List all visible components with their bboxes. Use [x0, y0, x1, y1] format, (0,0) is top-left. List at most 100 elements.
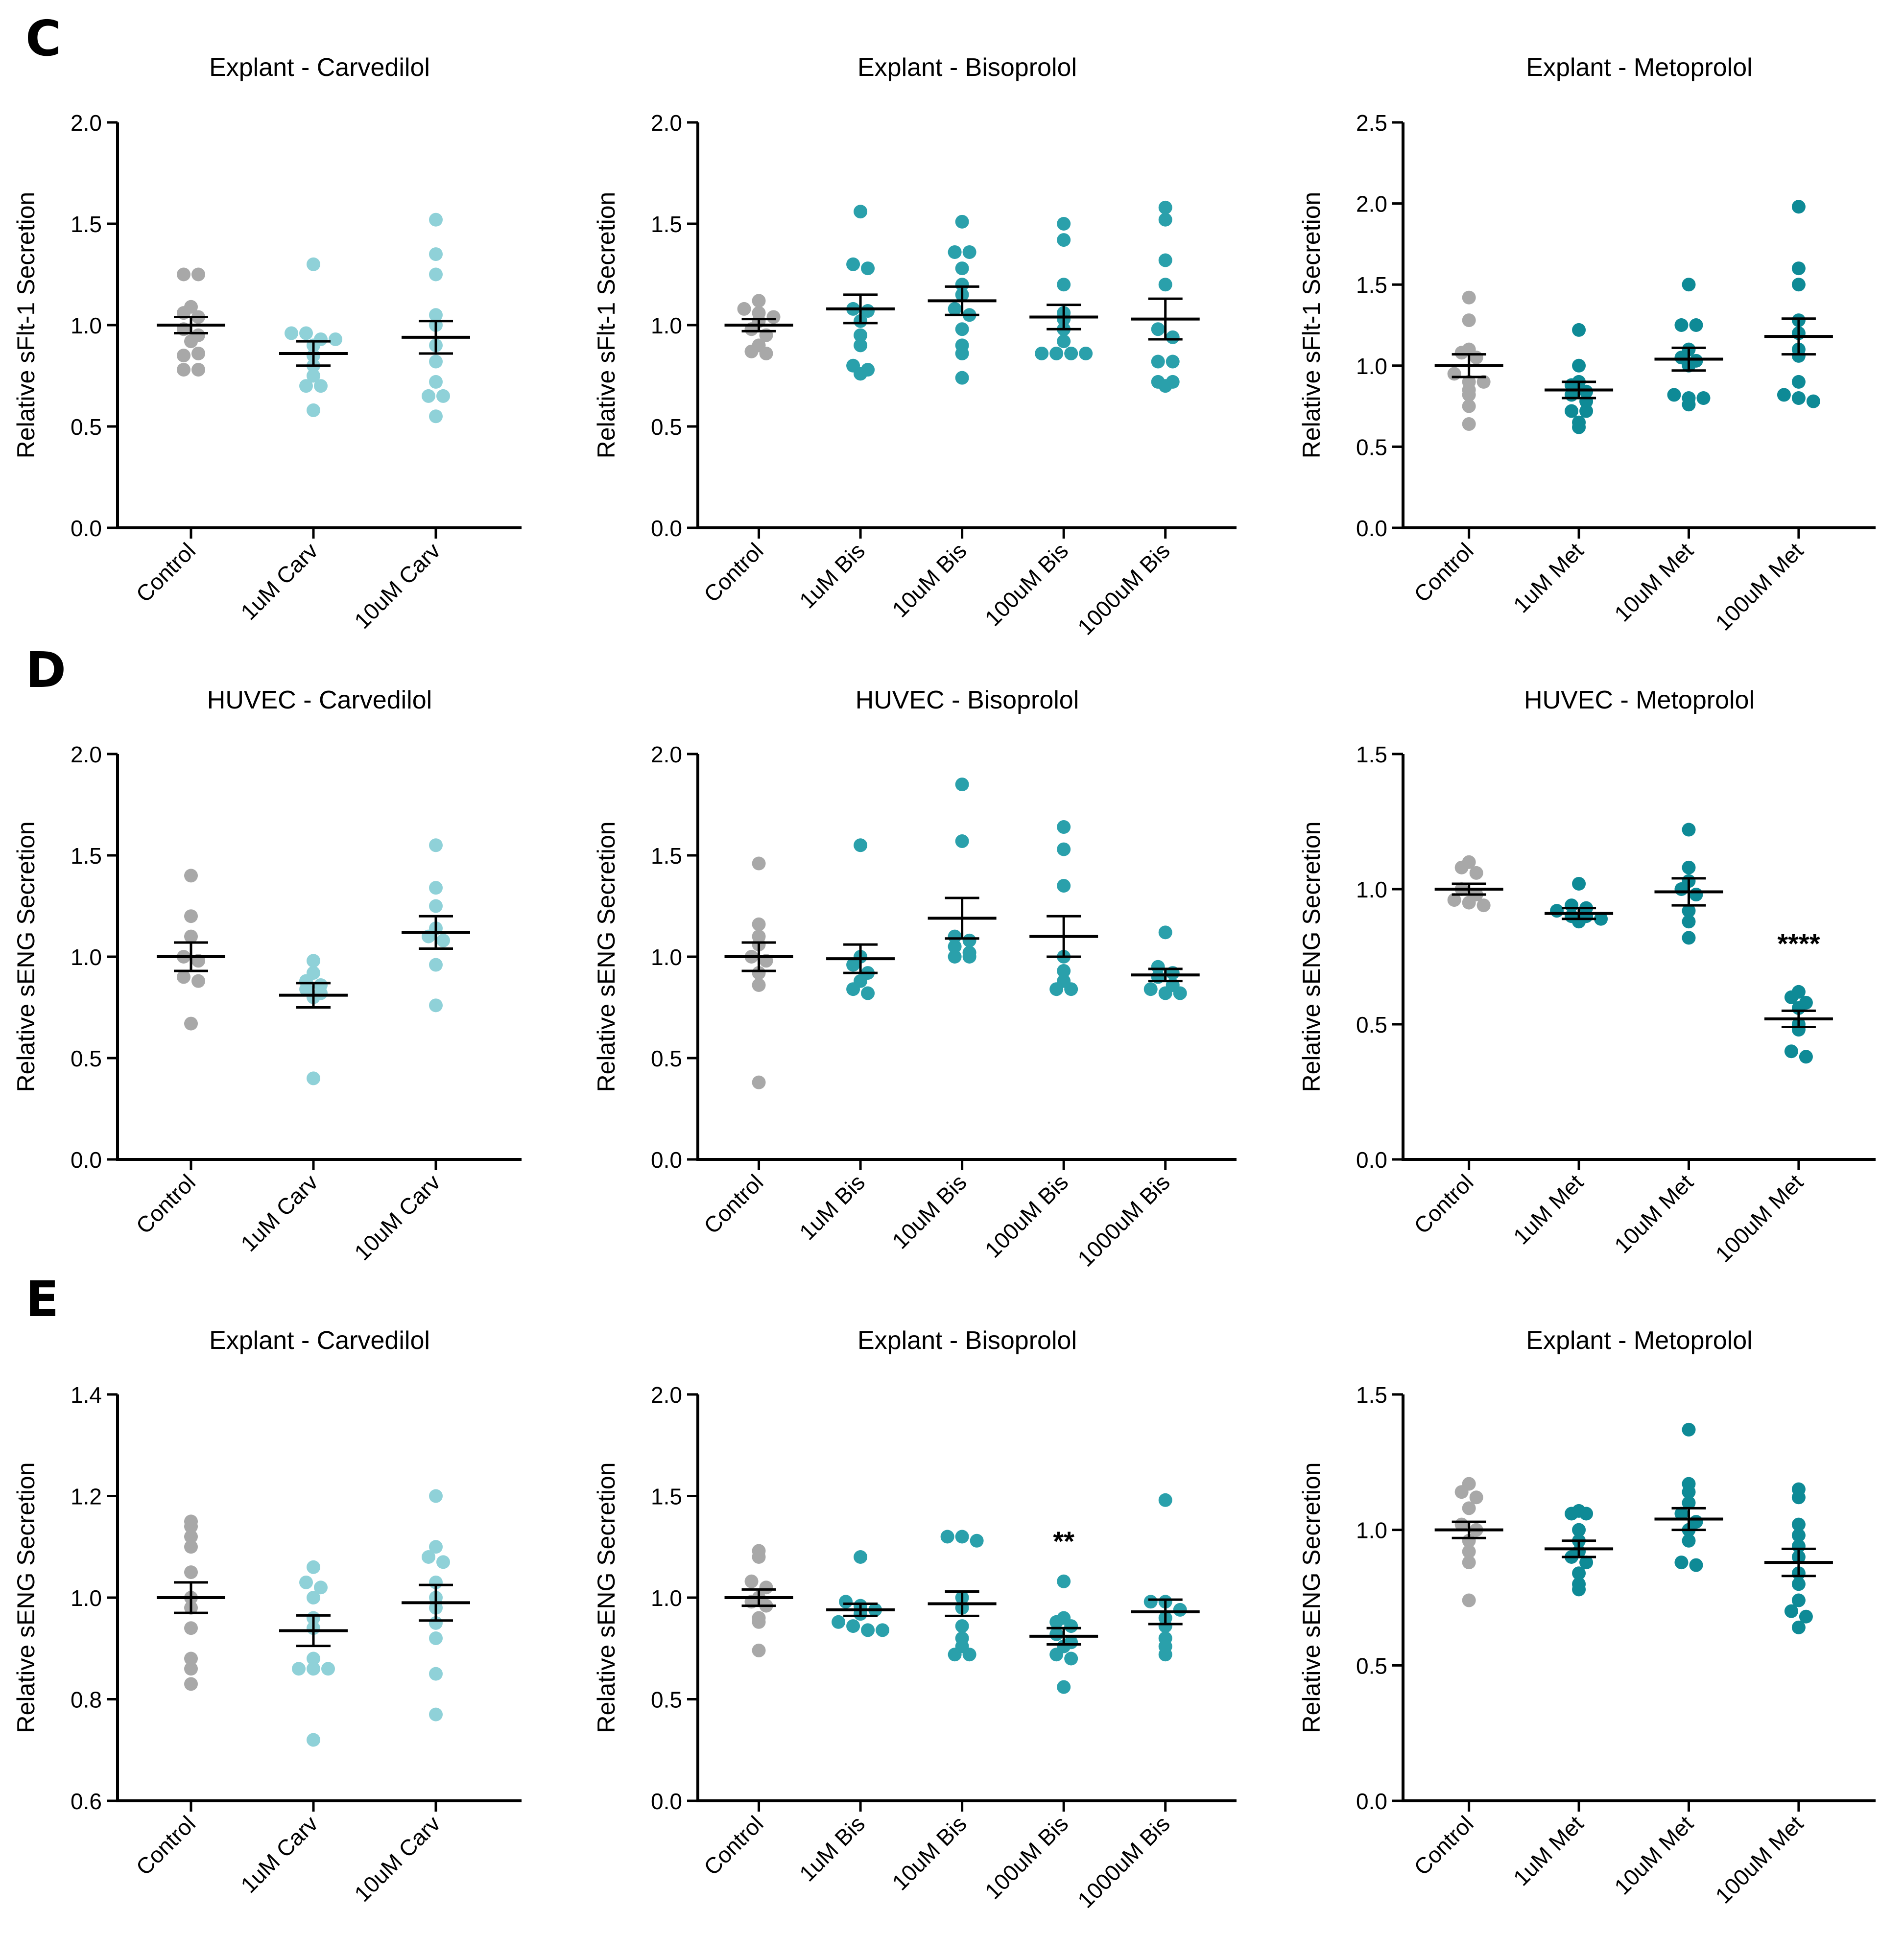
data-point	[1158, 986, 1172, 1000]
data-point	[955, 834, 969, 849]
x-tick-label: 1uM Carv	[236, 538, 323, 625]
data-point	[1572, 420, 1586, 434]
data-point	[854, 838, 868, 852]
data-point	[1572, 876, 1586, 891]
data-point	[759, 346, 773, 360]
y-tick-label: 0.6	[71, 1789, 102, 1814]
data-point	[854, 205, 868, 219]
data-point	[307, 1591, 320, 1604]
data-point	[1158, 1648, 1172, 1662]
x-tick-label: 10uM Met	[1609, 1811, 1698, 1900]
chart-6: HUVEC - Metoprolol 0.0 0.5 1.0 1.5 Relative s…	[1298, 686, 1876, 1267]
data-point	[1447, 893, 1461, 907]
chart-3: Explant - Metoprolol 0.0 0.5 1.0 1.5 2.0 2.5 Re…	[1298, 53, 1876, 636]
data-point	[876, 1623, 890, 1637]
data-point	[1049, 1627, 1064, 1641]
data-point	[752, 1550, 766, 1564]
x-tick-label: 1uM Carv	[236, 1169, 323, 1256]
data-point	[184, 869, 198, 883]
data-point	[861, 986, 875, 1000]
data-point	[1469, 351, 1483, 365]
data-point	[429, 409, 443, 424]
data-point	[1462, 388, 1476, 402]
x-tick-label: 1uM Bis	[794, 1811, 870, 1886]
data-point	[429, 899, 443, 913]
data-point	[1454, 346, 1469, 360]
data-point	[1049, 346, 1064, 360]
data-point	[177, 363, 190, 377]
x-tick-label: 10uM Carv	[349, 1811, 445, 1907]
data-point	[1682, 915, 1696, 929]
y-tick-label: 2.5	[1356, 110, 1387, 136]
data-point	[955, 346, 969, 360]
data-point	[307, 1560, 320, 1574]
data-point	[1579, 1507, 1594, 1521]
data-point	[1572, 358, 1586, 373]
data-point	[1791, 1490, 1806, 1505]
data-point	[1057, 278, 1071, 292]
data-point	[861, 261, 875, 276]
chart-title: HUVEC - Bisoprolol	[856, 686, 1079, 714]
data-point	[307, 1662, 320, 1676]
data-point	[184, 334, 198, 349]
data-point	[299, 326, 313, 340]
y-tick-label: 1.0	[651, 313, 682, 338]
y-tick-label: 1.0	[651, 944, 682, 970]
data-point	[429, 308, 443, 322]
y-tick-label: 1.0	[1356, 1518, 1387, 1543]
data-point	[299, 1575, 313, 1589]
data-point	[1158, 379, 1172, 393]
data-point	[1462, 1556, 1476, 1570]
x-tick-label: 10uM Met	[1609, 538, 1698, 627]
data-point	[429, 212, 443, 227]
data-point	[1057, 964, 1071, 978]
data-point	[1447, 367, 1461, 381]
data-point	[1158, 278, 1172, 292]
y-axis-label: Relative sFlt-1 Secretion	[1298, 192, 1325, 459]
y-tick-label: 1.0	[71, 313, 102, 338]
data-point	[854, 338, 868, 353]
data-point	[1151, 960, 1165, 974]
data-point	[292, 1662, 306, 1676]
data-point	[1682, 931, 1696, 945]
x-tick-label: Control	[131, 1811, 200, 1880]
data-point	[752, 294, 766, 308]
data-point	[846, 958, 860, 972]
y-tick-label: 0.5	[651, 1687, 682, 1713]
data-point	[832, 1615, 846, 1629]
data-point	[429, 1707, 443, 1722]
data-point	[1057, 1680, 1071, 1694]
data-point	[962, 933, 976, 947]
data-point	[429, 958, 443, 972]
data-point	[970, 1533, 984, 1548]
data-point	[1462, 896, 1476, 910]
x-tick-label: 100uM Met	[1710, 1169, 1808, 1267]
chart-title: Explant - Carvedilol	[209, 53, 430, 82]
data-point	[191, 346, 205, 360]
data-point	[1791, 1528, 1806, 1542]
y-tick-label: 2.0	[71, 742, 102, 767]
data-point	[1158, 925, 1172, 940]
chart-1: Explant - Carvedilol 0.0 0.5 1.0 1.5 2.0 Relat…	[12, 53, 522, 634]
data-point	[1035, 346, 1049, 360]
data-point	[1791, 349, 1806, 363]
panel-label-c: C	[25, 10, 62, 67]
data-point	[184, 1016, 198, 1031]
data-point	[329, 332, 342, 346]
y-tick-label: 0.0	[1356, 516, 1387, 541]
y-tick-label: 0.5	[1356, 1653, 1387, 1678]
chart-title: Explant - Carvedilol	[209, 1326, 430, 1355]
x-tick-label: 1uM Met	[1508, 538, 1588, 617]
data-point	[1806, 394, 1820, 408]
y-tick-label: 1.0	[651, 1585, 682, 1611]
data-point	[839, 1595, 853, 1609]
chart-2: Explant - Bisoprolol 0.0 0.5 1.0 1.5 2.0 Relat…	[593, 53, 1237, 640]
data-point	[744, 344, 759, 358]
data-point	[307, 403, 320, 417]
x-tick-label: 1uM Bis	[794, 1169, 870, 1245]
y-tick-label: 2.0	[1356, 191, 1387, 217]
data-point	[1166, 330, 1180, 344]
data-point	[184, 1651, 198, 1666]
y-axis-label: Relative sENG Secretion	[593, 821, 620, 1092]
